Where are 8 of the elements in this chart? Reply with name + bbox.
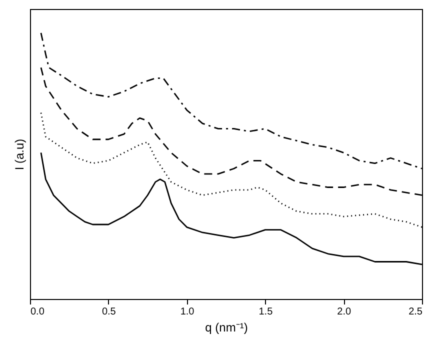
x-tick-label: 0.5 xyxy=(102,306,116,318)
x-tick-label: 1.5 xyxy=(258,306,274,318)
x-axis-title: q (nm⁻¹) xyxy=(205,320,248,334)
x-tick-label: 0.0 xyxy=(30,306,45,318)
y-axis-title: I (a.u) xyxy=(12,138,26,170)
x-tick-label: 2.5 xyxy=(408,306,423,318)
x-tick-label: 1.0 xyxy=(180,306,195,318)
x-tick-label: 2.0 xyxy=(337,306,352,318)
